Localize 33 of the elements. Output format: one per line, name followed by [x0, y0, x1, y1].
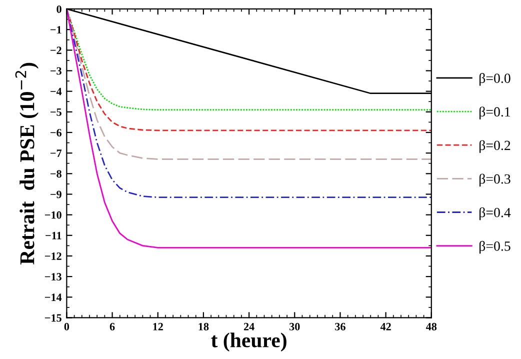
legend-label: β=0.4 [480, 207, 511, 220]
x-tick-label: 30 [289, 322, 300, 330]
x-tick-label: 6 [110, 322, 115, 330]
x-axis-title: t (heure) [211, 332, 286, 352]
y-axis-title: Retrait du PSE (10$^{−2}$) [15, 62, 39, 264]
y-tick-label: −6 [50, 128, 62, 136]
y-tick-label: −15 [44, 314, 62, 322]
legend-label: β=0.3 [480, 174, 510, 186]
y-tick-label: −8 [50, 170, 62, 178]
y-tick-label: −13 [44, 273, 62, 281]
x-tick-label: 18 [198, 322, 209, 330]
y-tick-label: −9 [50, 190, 62, 198]
legend-label: β=0.1 [480, 106, 510, 120]
legend-label: β=0.2 [480, 140, 510, 153]
y-tick-label: −2 [50, 46, 62, 54]
x-tick-label: 24 [244, 322, 254, 330]
x-tick-label: 42 [380, 322, 391, 330]
y-tick-label: 0 [56, 5, 62, 13]
legend-label: β=0.0 [480, 73, 510, 86]
y-tick-label: −1 [50, 26, 62, 34]
y-tick-label: −12 [44, 252, 62, 260]
y-tick-label: −7 [50, 150, 62, 157]
y-tick-label: −10 [44, 211, 62, 219]
x-tick-label: 36 [335, 322, 346, 330]
legend-label: β=0.5 [480, 240, 510, 254]
y-tick-label: −14 [44, 294, 62, 301]
x-tick-label: 0 [64, 322, 70, 330]
y-tick-label: −5 [50, 108, 62, 116]
x-tick-label: 48 [426, 322, 437, 330]
x-tick-label: 12 [153, 322, 163, 330]
y-tick-label: −4 [50, 88, 62, 96]
y-tick-label: −3 [50, 67, 62, 75]
y-tick-label: −11 [46, 232, 62, 240]
